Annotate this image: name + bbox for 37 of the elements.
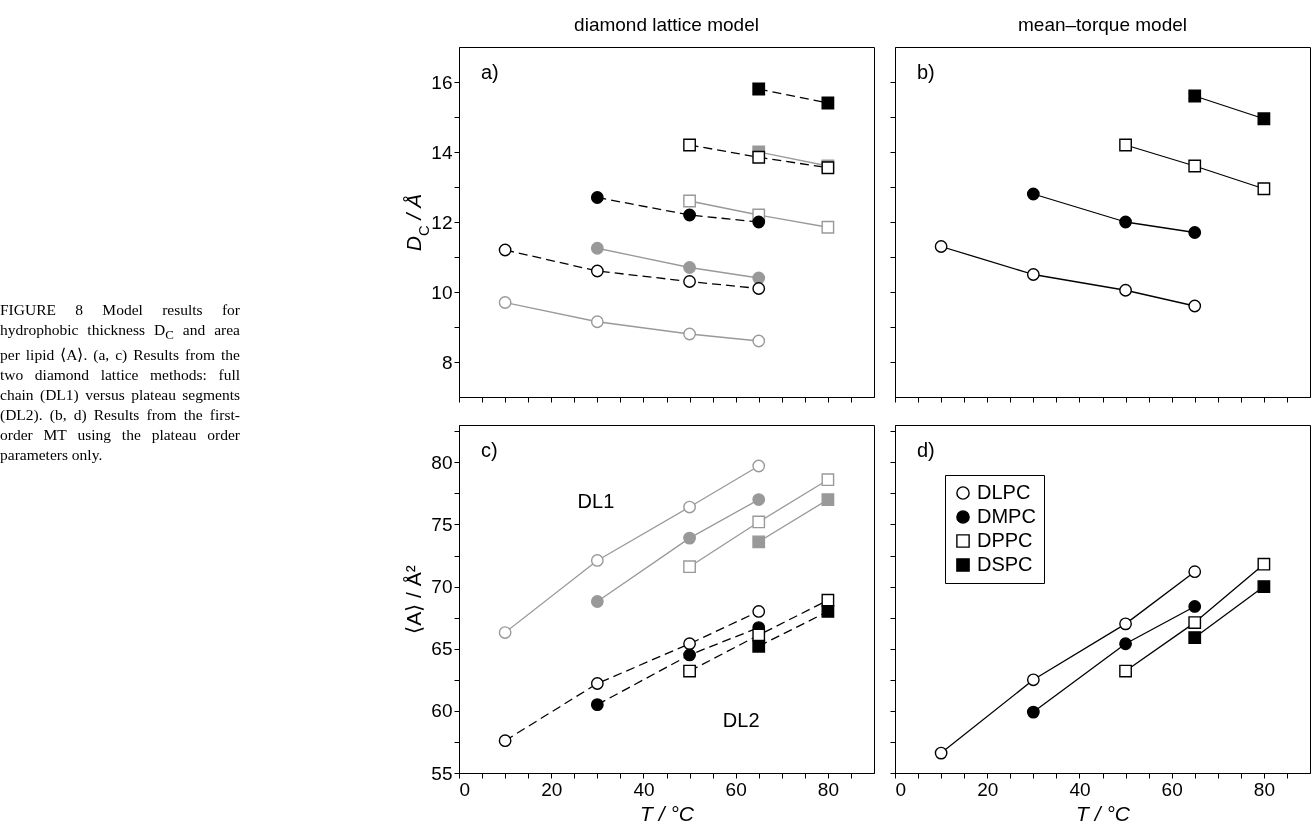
x-tick-label: 60: [1161, 778, 1183, 800]
x-tick-label: 40: [1069, 778, 1091, 800]
legend-label: DLPC: [977, 481, 1031, 503]
x-tick-label: 20: [977, 778, 999, 800]
y-tick-label: 8: [441, 351, 453, 373]
annotation: c): [481, 439, 498, 461]
x-tick-label: 80: [1253, 778, 1275, 800]
y-tick-label: 16: [431, 71, 453, 93]
x-axis-title: T / °C: [1076, 801, 1131, 825]
y-tick-label: 14: [431, 141, 453, 163]
y-tick-label: 12: [431, 211, 453, 233]
text: FIGURE 8 Model results for hydrophobic thickness D$_{C}$ and area per lipid ⟨A⟩. (a, c) Results from the two diamond lattice methods: full chain (DL1) versus plateau segments (DL2). (b, d) Results from the first-order MT using the plateau order parameters only.: [0, 301, 240, 464]
y-tick-label: 55: [431, 762, 453, 784]
y-tick-label: 70: [431, 576, 453, 598]
x-tick-label: 20: [541, 778, 563, 800]
y-tick-label: 75: [431, 513, 453, 535]
x-axis-title: T / °C: [640, 801, 695, 825]
y-tick-label: 65: [431, 638, 453, 660]
annotation: a): [481, 61, 499, 83]
annotation: b): [917, 61, 935, 83]
y-tick-label: 10: [431, 281, 453, 303]
legend-label: DMPC: [977, 505, 1036, 527]
x-tick-label: 0: [459, 778, 471, 800]
y-axis-title: ⟨A⟩ / Å²: [402, 565, 426, 634]
chart-title: diamond lattice model: [574, 14, 759, 35]
x-tick-label: 80: [817, 778, 839, 800]
annotation: d): [917, 439, 935, 461]
legend-label: DPPC: [977, 529, 1033, 551]
chart-title: mean–torque model: [1018, 14, 1187, 35]
x-tick-label: 40: [633, 778, 655, 800]
x-tick-label: 60: [725, 778, 747, 800]
legend-label: DSPC: [977, 553, 1033, 575]
annotation: DL2: [722, 708, 760, 731]
x-tick-label: 0: [895, 778, 907, 800]
annotation: DL1: [577, 489, 615, 512]
y-tick-label: 60: [431, 700, 453, 722]
y-tick-label: 80: [431, 451, 453, 473]
